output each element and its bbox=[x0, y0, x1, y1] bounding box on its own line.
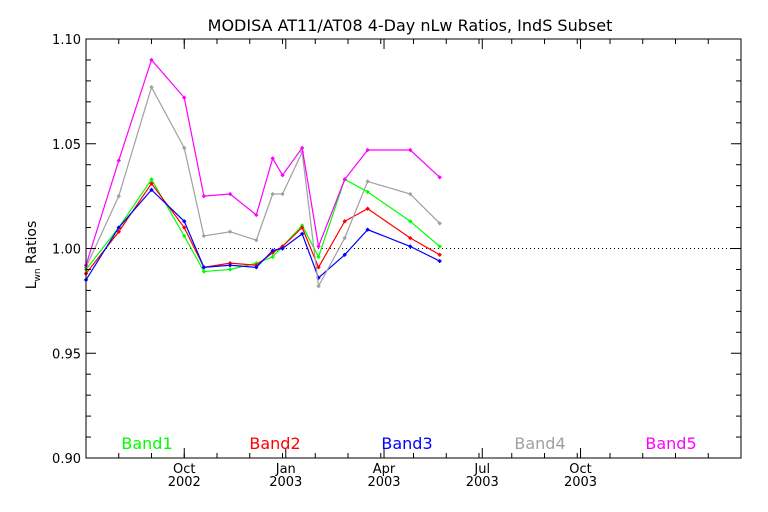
y-axis-label-main: L bbox=[24, 281, 40, 289]
x-tick-label-year: 2003 bbox=[367, 475, 400, 490]
data-point bbox=[182, 95, 187, 100]
y-axis-label-sub: wn bbox=[33, 268, 43, 281]
data-point bbox=[254, 237, 259, 243]
data-point bbox=[254, 265, 259, 270]
data-point bbox=[299, 231, 305, 237]
series-line-band4 bbox=[85, 85, 441, 289]
data-point bbox=[437, 175, 442, 180]
x-tick-label-year: 2002 bbox=[168, 475, 201, 490]
data-point bbox=[365, 147, 370, 153]
y-axis-label-rest: Ratios bbox=[24, 221, 40, 269]
legend-item-band3: Band3 bbox=[381, 434, 432, 453]
y-axis-label: Lwn Ratios bbox=[24, 221, 43, 290]
y-tick-label: 0.90 bbox=[52, 452, 81, 467]
data-point bbox=[227, 267, 233, 272]
data-point bbox=[201, 233, 207, 239]
x-tick-label-month: Oct bbox=[569, 462, 591, 477]
y-tick-label: 1.05 bbox=[52, 138, 81, 153]
x-tick-label-month: Jul bbox=[473, 462, 490, 477]
data-point bbox=[270, 254, 275, 260]
data-point bbox=[270, 248, 275, 253]
data-point bbox=[437, 221, 442, 226]
chart-title: MODISA AT11/AT08 4-Day nLw Ratios, IndS … bbox=[208, 16, 613, 35]
data-point bbox=[116, 158, 121, 163]
data-point bbox=[182, 219, 187, 224]
data-point bbox=[437, 252, 442, 257]
data-point bbox=[149, 187, 154, 193]
y-tick-label: 0.95 bbox=[52, 347, 81, 362]
series-band2 bbox=[83, 181, 442, 276]
data-point bbox=[342, 235, 347, 241]
data-point bbox=[227, 191, 233, 197]
axes-layer: 0.900.951.001.051.10Oct2002Jan2003Apr200… bbox=[52, 33, 742, 490]
data-point bbox=[254, 212, 259, 218]
x-tick-label-month: Jan bbox=[275, 462, 296, 477]
legend: Band1 Band2 Band3 Band4 Band5 bbox=[121, 434, 696, 453]
data-point bbox=[316, 265, 321, 270]
data-point bbox=[365, 189, 370, 195]
x-tick-label-month: Apr bbox=[373, 462, 396, 477]
series-line-band3 bbox=[85, 188, 440, 281]
data-point bbox=[316, 284, 321, 289]
data-point bbox=[116, 225, 121, 230]
data-point bbox=[201, 269, 207, 274]
data-point bbox=[408, 191, 413, 197]
x-tick-label-month: Oct bbox=[173, 462, 195, 477]
data-point bbox=[116, 229, 121, 234]
data-point bbox=[342, 177, 347, 182]
data-point bbox=[408, 235, 413, 241]
series-band4 bbox=[83, 84, 442, 289]
data-point bbox=[149, 177, 154, 182]
y-tick-label: 1.10 bbox=[52, 33, 81, 48]
data-point bbox=[365, 227, 370, 232]
data-point bbox=[316, 254, 321, 260]
data-point bbox=[316, 244, 321, 249]
series-band5 bbox=[83, 57, 442, 268]
data-point bbox=[182, 145, 187, 151]
data-point bbox=[201, 193, 207, 199]
data-point bbox=[280, 172, 285, 178]
data-point bbox=[408, 219, 413, 224]
data-point bbox=[299, 225, 305, 230]
data-point bbox=[270, 191, 275, 197]
data-point bbox=[342, 252, 347, 257]
data-point bbox=[365, 179, 370, 184]
data-point bbox=[149, 57, 154, 63]
data-point bbox=[437, 244, 442, 249]
x-tick-label-year: 2003 bbox=[269, 475, 302, 490]
data-point bbox=[227, 229, 233, 234]
svg-text:Lwn Ratios: Lwn Ratios bbox=[24, 221, 43, 290]
legend-item-band1: Band1 bbox=[121, 434, 172, 453]
legend-item-band5: Band5 bbox=[645, 434, 696, 453]
series-line-band5 bbox=[85, 58, 441, 266]
data-point bbox=[149, 84, 154, 90]
data-point bbox=[182, 233, 187, 239]
data-point bbox=[182, 225, 187, 230]
data-point bbox=[201, 265, 207, 270]
data-point bbox=[299, 145, 305, 151]
series-band3 bbox=[83, 187, 442, 283]
data-point bbox=[280, 191, 285, 197]
data-point bbox=[365, 206, 370, 211]
legend-item-band4: Band4 bbox=[514, 434, 565, 453]
data-point bbox=[149, 181, 154, 186]
data-point bbox=[408, 244, 413, 249]
data-point bbox=[437, 258, 442, 264]
data-point bbox=[408, 147, 413, 153]
data-point bbox=[280, 246, 285, 251]
x-tick-label-year: 2003 bbox=[466, 475, 499, 490]
y-tick-label: 1.00 bbox=[52, 243, 81, 258]
x-tick-label-year: 2003 bbox=[564, 475, 597, 490]
series-layer bbox=[83, 57, 442, 289]
data-point bbox=[342, 219, 347, 224]
data-point bbox=[116, 193, 121, 199]
data-point bbox=[227, 263, 233, 268]
data-point bbox=[270, 156, 275, 161]
legend-item-band2: Band2 bbox=[249, 434, 300, 453]
